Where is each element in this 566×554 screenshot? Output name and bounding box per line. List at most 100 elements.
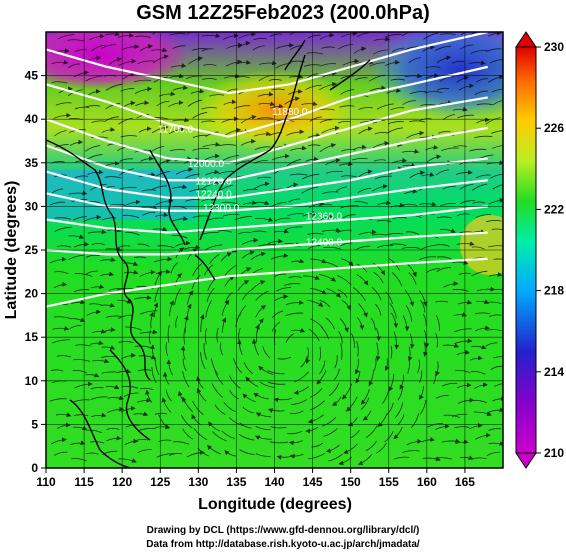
- streamline: [386, 127, 404, 134]
- streamline: [385, 59, 400, 67]
- streamline: [92, 329, 107, 334]
- streamline: [182, 371, 190, 388]
- streamline: [328, 382, 340, 397]
- streamline: [386, 88, 402, 94]
- streamline: [267, 381, 286, 385]
- streamline: [285, 300, 304, 305]
- streamline: [307, 414, 324, 424]
- streamline: [85, 372, 100, 378]
- streamline: [221, 154, 240, 162]
- streamline: [49, 256, 67, 264]
- warm-region: [195, 70, 355, 150]
- streamline: [224, 450, 237, 457]
- streamline: [53, 144, 69, 149]
- streamline: [206, 287, 215, 302]
- streamline: [358, 169, 373, 178]
- streamline: [137, 60, 155, 64]
- streamline: [116, 287, 134, 291]
- streamline: [370, 317, 376, 331]
- streamline: [56, 245, 72, 248]
- streamline: [305, 156, 319, 162]
- streamline: [169, 33, 187, 36]
- streamline: [347, 417, 358, 427]
- streamline: [138, 428, 156, 431]
- streamline: [394, 402, 404, 419]
- streamline: [455, 369, 471, 374]
- x-tick-label: 130: [188, 475, 208, 489]
- streamline: [270, 103, 284, 109]
- streamline: [391, 312, 399, 329]
- streamline: [118, 458, 137, 463]
- streamline: [284, 283, 301, 286]
- streamline: [187, 56, 203, 65]
- streamline: [234, 105, 251, 109]
- streamline: [307, 132, 321, 139]
- y-axis: 0 5 10 15 20 25 30 35 40 45: [25, 69, 46, 475]
- streamline: [475, 432, 491, 440]
- streamline: [337, 289, 348, 298]
- contour-label: 12400.0: [306, 238, 343, 249]
- x-tick-label: 140: [264, 475, 284, 489]
- streamline: [255, 305, 267, 318]
- y-axis-title: Latitude (degrees): [3, 181, 20, 320]
- streamline: [286, 129, 305, 136]
- streamline: [309, 116, 322, 122]
- y-tick-label: 20: [25, 287, 39, 301]
- streamline: [342, 214, 356, 219]
- streamline: [469, 148, 487, 152]
- streamline: [360, 397, 370, 410]
- streamline: [203, 343, 208, 360]
- streamline: [492, 99, 503, 106]
- streamline: [357, 187, 372, 194]
- streamline: [91, 136, 109, 139]
- streamline: [436, 55, 452, 64]
- streamline: [106, 435, 122, 442]
- streamline: [286, 159, 302, 167]
- streamline: [469, 355, 483, 361]
- streamline: [141, 205, 158, 210]
- streamline: [319, 299, 331, 308]
- streamline: [375, 303, 382, 316]
- streamline: [409, 333, 415, 349]
- streamline: [419, 386, 424, 400]
- y-tick-label: 25: [25, 243, 39, 257]
- streamline: [372, 233, 386, 236]
- streamline: [182, 358, 187, 371]
- streamline: [485, 220, 502, 223]
- streamline: [255, 290, 269, 301]
- streamline: [471, 183, 488, 191]
- streamline: [406, 130, 425, 139]
- streamline: [385, 233, 404, 236]
- streamline: [258, 365, 274, 375]
- streamline: [243, 362, 254, 375]
- streamline: [151, 125, 169, 134]
- streamline: [118, 117, 133, 125]
- streamline: [288, 440, 303, 446]
- streamline: [222, 33, 239, 40]
- streamline: [106, 428, 120, 430]
- streamline: [220, 252, 232, 262]
- streamline: [494, 383, 503, 387]
- streamline: [84, 105, 101, 108]
- streamline: [439, 33, 456, 36]
- streamline: [340, 343, 343, 360]
- streamline: [454, 328, 472, 333]
- streamline: [104, 116, 119, 122]
- streamline: [492, 396, 503, 402]
- streamline: [73, 216, 87, 221]
- streamline: [488, 428, 502, 431]
- streamline: [150, 185, 168, 191]
- streamline: [49, 398, 67, 402]
- streamline: [387, 121, 405, 125]
- streamline: [471, 370, 486, 375]
- streamline: [84, 270, 98, 275]
- streamline: [241, 250, 255, 259]
- streamline: [436, 267, 451, 272]
- streamline: [418, 256, 437, 260]
- streamline: [328, 453, 343, 462]
- streamline: [165, 342, 169, 357]
- streamline: [74, 381, 93, 389]
- streamline: [134, 256, 147, 259]
- streamline: [376, 244, 394, 248]
